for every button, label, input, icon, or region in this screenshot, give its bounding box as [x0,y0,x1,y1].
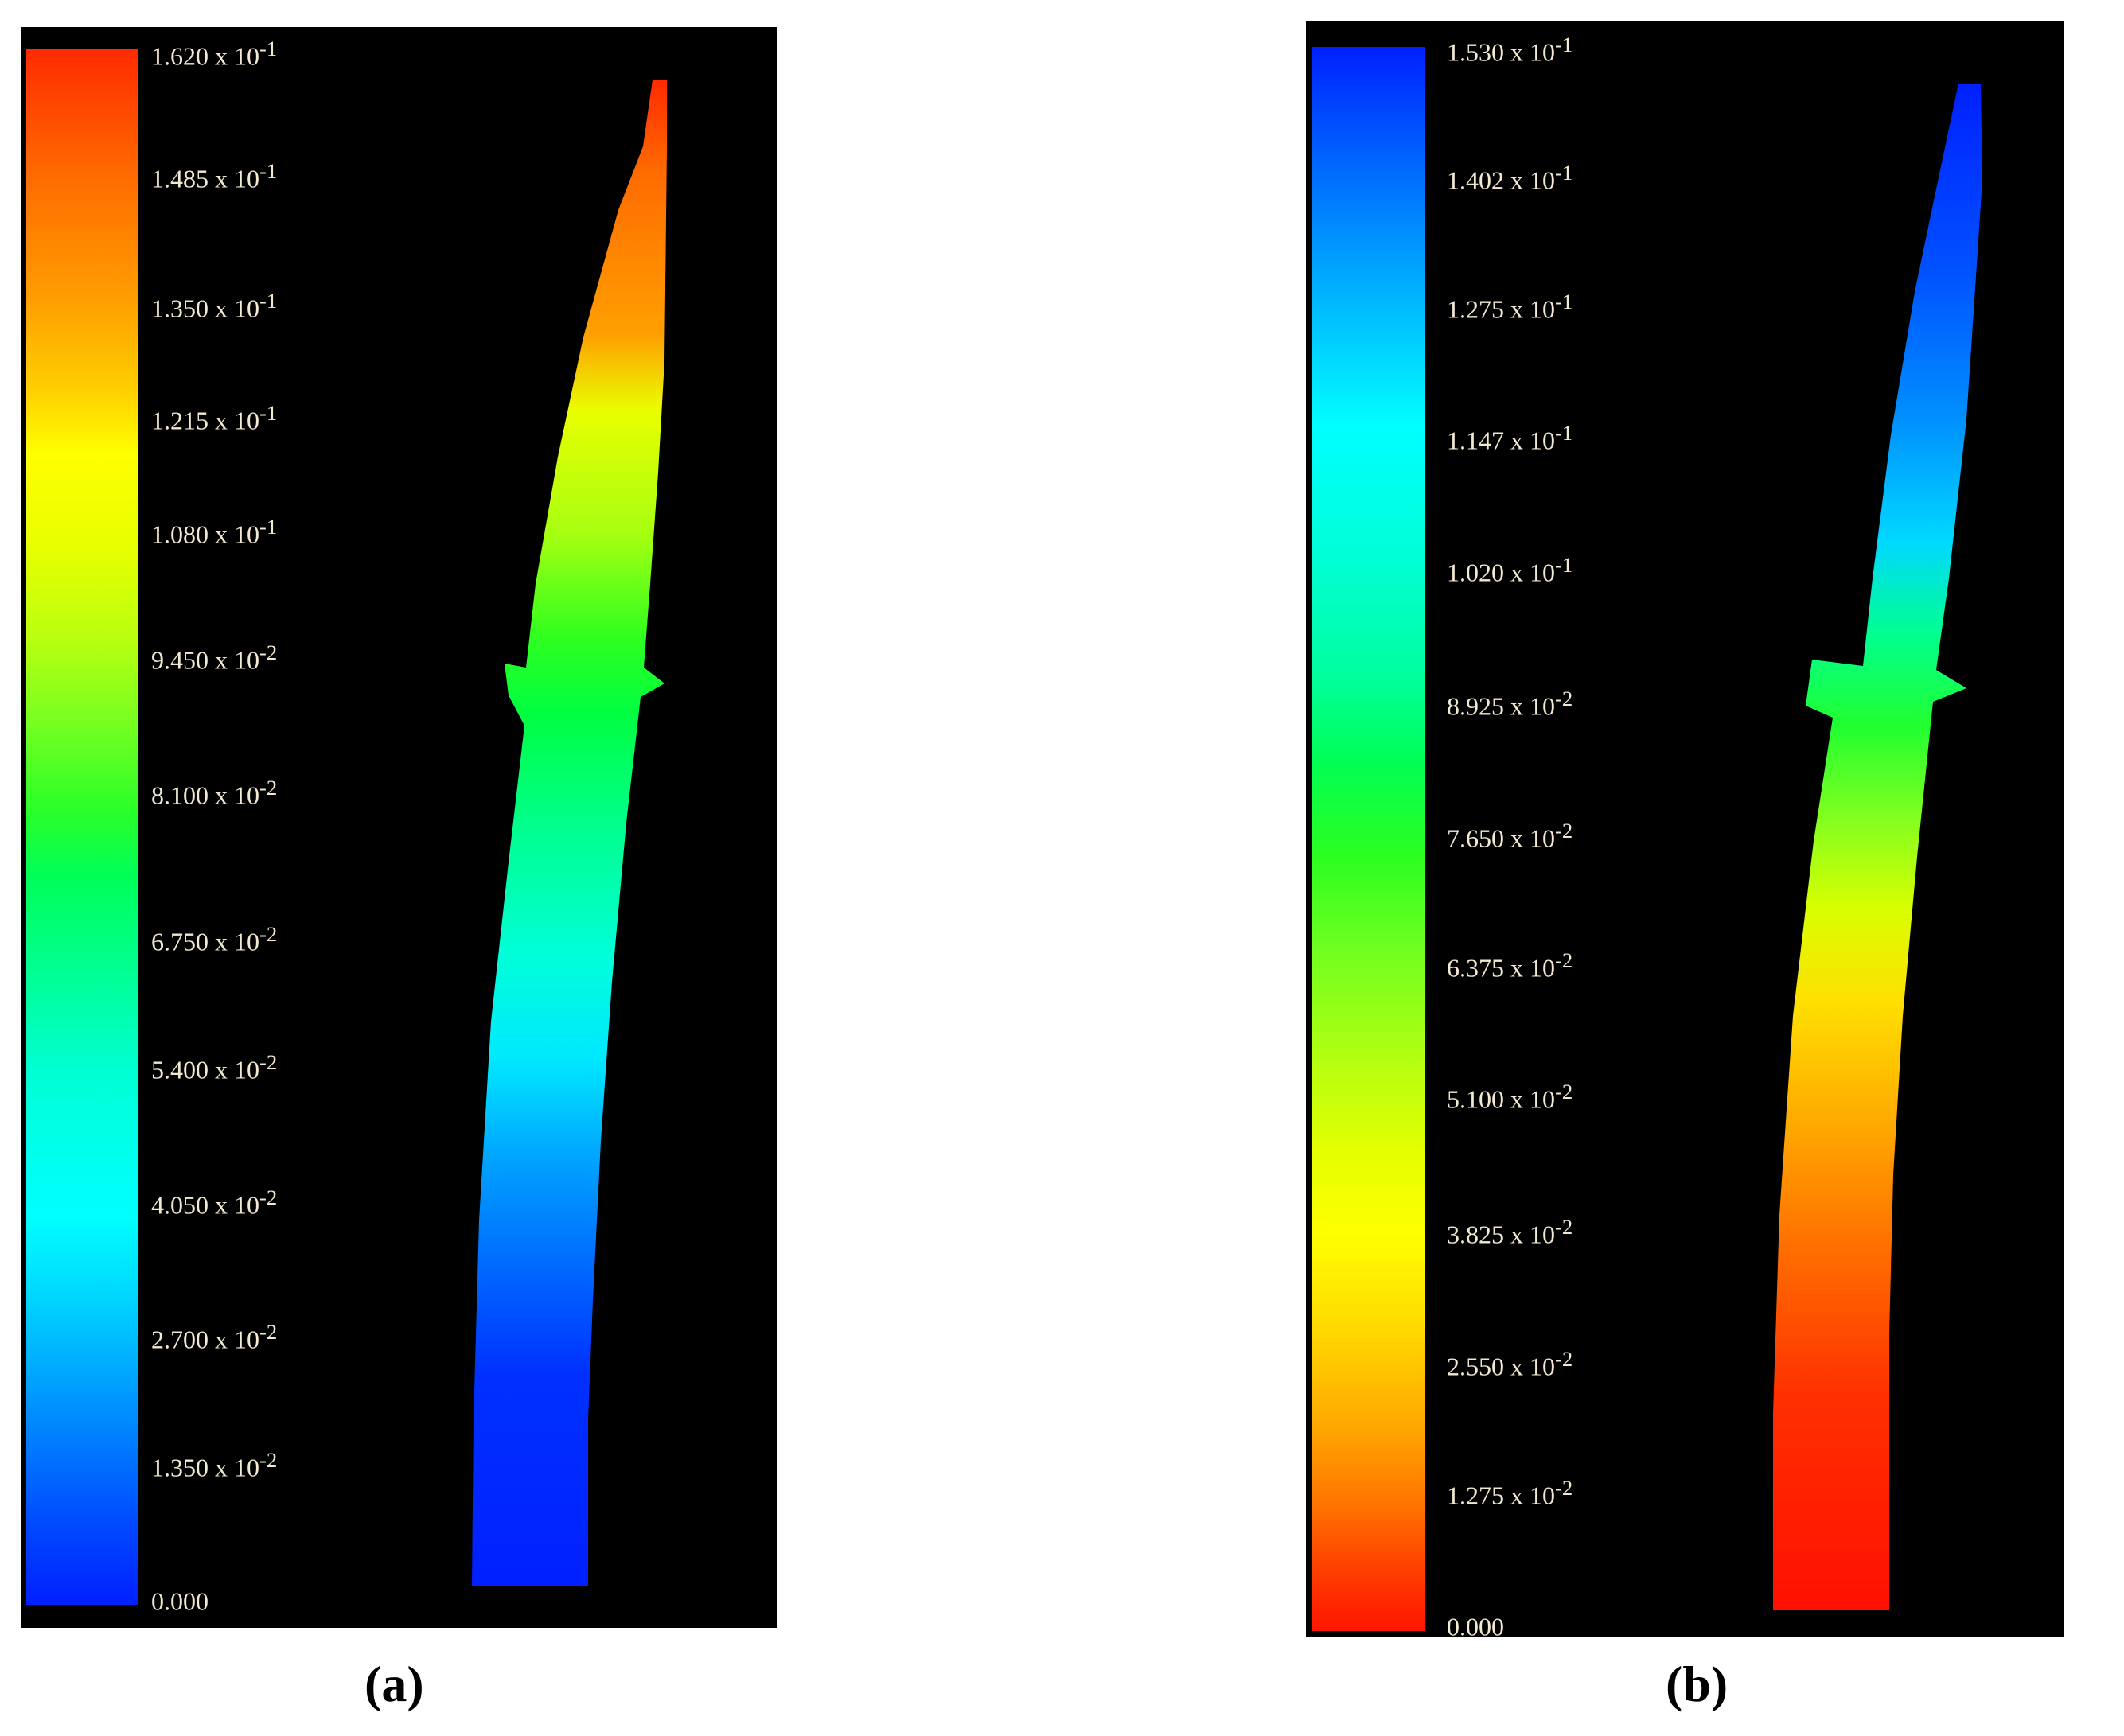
colorbar-b-tick: 1.402 x 10-1 [1447,161,1573,195]
colorbar-a-tick: 1.215 x 10-1 [151,401,278,435]
colorbar-b-tick: 6.375 x 10-2 [1447,948,1573,983]
contour-panel-b: 1.530 x 10-1 1.402 x 10-1 1.275 x 10-1 1… [1306,21,2064,1641]
colorbar-b-tick: 1.530 x 10-1 [1447,33,1573,67]
colorbar-b-tick: 8.925 x 10-2 [1447,687,1573,721]
deformed-beam-b [1773,84,1982,1610]
colorbar-a-tick: 1.485 x 10-1 [151,159,278,193]
colorbar-a-tick: 1.080 x 10-1 [151,515,278,549]
caption-b: (b) [1666,1656,1728,1712]
colorbar-a-tick: 1.350 x 10-2 [151,1448,278,1482]
colorbar-a [26,49,138,1605]
colorbar-b-tick: 3.825 x 10-2 [1447,1215,1573,1249]
contour-panel-a: 1.620 x 10-1 1.485 x 10-1 1.350 x 10-1 1… [21,27,777,1628]
colorbar-a-tick: 0.000 [151,1586,209,1616]
colorbar-b-tick: 1.147 x 10-1 [1447,421,1573,455]
colorbar-b-tick: 1.275 x 10-2 [1447,1476,1573,1510]
colorbar-a-tick: 1.350 x 10-1 [151,289,278,323]
colorbar-a-tick: 9.450 x 10-2 [151,640,278,675]
colorbar-a-tick: 6.750 x 10-2 [151,922,278,956]
colorbar-b-tick: 5.100 x 10-2 [1447,1080,1573,1114]
colorbar-b-tick: 1.020 x 10-1 [1447,553,1573,587]
colorbar-a-tick: 4.050 x 10-2 [151,1185,278,1220]
colorbar-b-tick: 1.275 x 10-1 [1447,290,1573,324]
deformed-beam-a [472,80,667,1586]
caption-a: (a) [364,1656,424,1712]
colorbar-b-tick: 0.000 [1447,1612,1504,1641]
colorbar-a-tick: 1.620 x 10-1 [151,37,278,71]
colorbar-a-tick: 5.400 x 10-2 [151,1050,278,1084]
colorbar-a-tick: 2.700 x 10-2 [151,1320,278,1354]
colorbar-b [1312,47,1425,1631]
colorbar-a-tick: 8.100 x 10-2 [151,776,278,810]
colorbar-b-tick: 7.650 x 10-2 [1447,819,1573,853]
colorbar-b-tick: 2.550 x 10-2 [1447,1347,1573,1381]
